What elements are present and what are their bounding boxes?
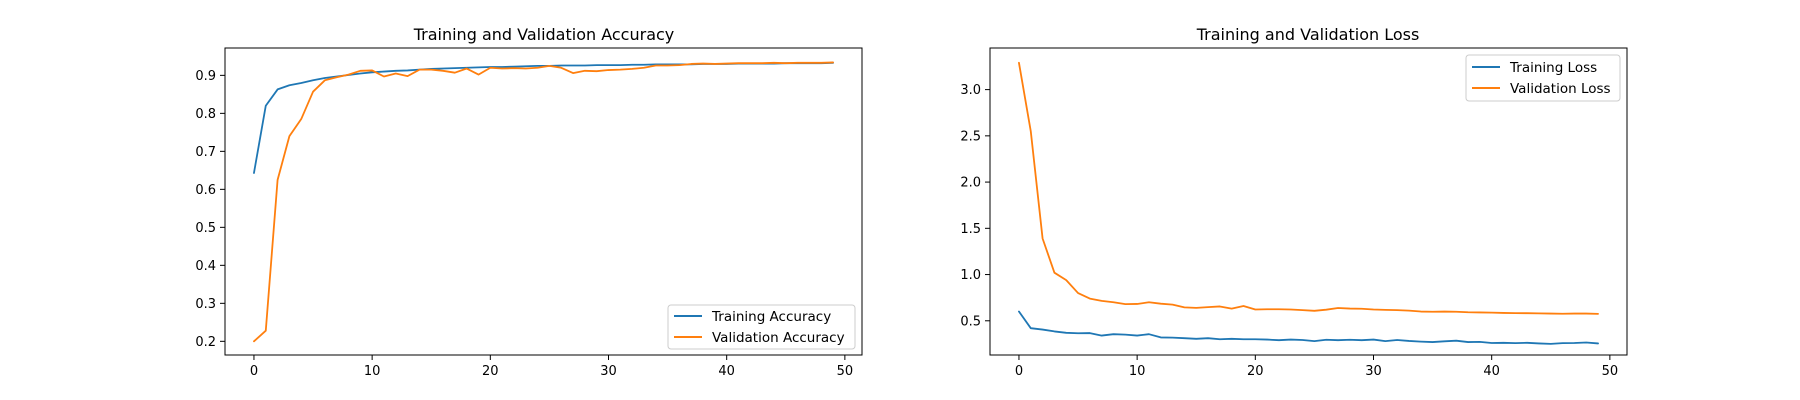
accuracy-x-tick-label: 0 bbox=[250, 364, 258, 379]
loss-y-tick-label: 1.0 bbox=[960, 268, 981, 283]
loss-series-line-training-loss bbox=[1018, 310, 1599, 345]
loss-legend-label-training: Training Loss bbox=[1509, 60, 1597, 76]
accuracy-x-tick-label: 40 bbox=[718, 364, 735, 379]
accuracy-legend-label-validation: Validation Accuracy bbox=[712, 330, 845, 346]
accuracy-plot-area bbox=[253, 61, 834, 343]
accuracy-legend-label-training: Training Accuracy bbox=[711, 309, 831, 325]
loss-x-tick-label: 20 bbox=[1247, 364, 1264, 379]
loss-axes-frame bbox=[989, 47, 1628, 356]
accuracy-chart-title: Training and Validation Accuracy bbox=[413, 25, 675, 44]
loss-y-axis: 0.5 1.0 1.5 2.0 2.5 3.0 bbox=[960, 83, 990, 329]
loss-legend: Training Loss Validation Loss bbox=[1465, 54, 1621, 102]
accuracy-y-tick-label: 0.4 bbox=[195, 259, 216, 274]
accuracy-x-tick-label: 50 bbox=[837, 364, 854, 379]
accuracy-legend: Training Accuracy Validation Accuracy bbox=[667, 304, 856, 350]
loss-chart: Training and Validation Loss 0 10 20 30 40 50… bbox=[960, 25, 1628, 379]
accuracy-y-tick-label: 0.5 bbox=[195, 221, 216, 236]
loss-plot-area bbox=[1018, 61, 1599, 345]
loss-x-axis: 0 10 20 30 40 50 bbox=[1015, 355, 1618, 379]
loss-y-tick-label: 3.0 bbox=[960, 83, 981, 98]
accuracy-y-tick-label: 0.3 bbox=[195, 297, 216, 312]
accuracy-axes-frame bbox=[224, 47, 863, 356]
loss-x-tick-label: 50 bbox=[1602, 364, 1619, 379]
accuracy-y-axis: 0.2 0.3 0.4 0.5 0.6 0.7 0.8 0.9 bbox=[195, 69, 225, 350]
loss-y-tick-label: 0.5 bbox=[960, 314, 981, 329]
accuracy-y-tick-label: 0.6 bbox=[195, 183, 216, 198]
accuracy-chart: Training and Validation Accuracy 0 10 20 30… bbox=[195, 25, 863, 379]
loss-x-tick-label: 40 bbox=[1483, 364, 1500, 379]
loss-x-tick-label: 30 bbox=[1365, 364, 1382, 379]
loss-series-line-validation-loss bbox=[1018, 61, 1599, 315]
accuracy-series-line-validation-accuracy bbox=[253, 61, 834, 343]
loss-y-tick-label: 1.5 bbox=[960, 222, 981, 237]
accuracy-x-tick-label: 10 bbox=[364, 364, 381, 379]
loss-y-tick-label: 2.5 bbox=[960, 129, 981, 144]
accuracy-y-tick-label: 0.8 bbox=[195, 107, 216, 122]
loss-x-tick-label: 0 bbox=[1015, 364, 1023, 379]
loss-legend-label-validation: Validation Loss bbox=[1510, 81, 1611, 97]
accuracy-y-tick-label: 0.2 bbox=[195, 335, 216, 350]
loss-y-tick-label: 2.0 bbox=[960, 176, 981, 191]
accuracy-x-axis: 0 10 20 30 40 50 bbox=[250, 355, 853, 379]
accuracy-y-tick-label: 0.7 bbox=[195, 145, 216, 160]
accuracy-x-tick-label: 30 bbox=[600, 364, 617, 379]
loss-legend-box bbox=[1465, 54, 1621, 102]
accuracy-legend-box bbox=[667, 304, 856, 350]
loss-x-tick-label: 10 bbox=[1129, 364, 1146, 379]
loss-chart-title: Training and Validation Loss bbox=[1196, 25, 1420, 44]
accuracy-x-tick-label: 20 bbox=[482, 364, 499, 379]
accuracy-y-tick-label: 0.9 bbox=[195, 69, 216, 84]
